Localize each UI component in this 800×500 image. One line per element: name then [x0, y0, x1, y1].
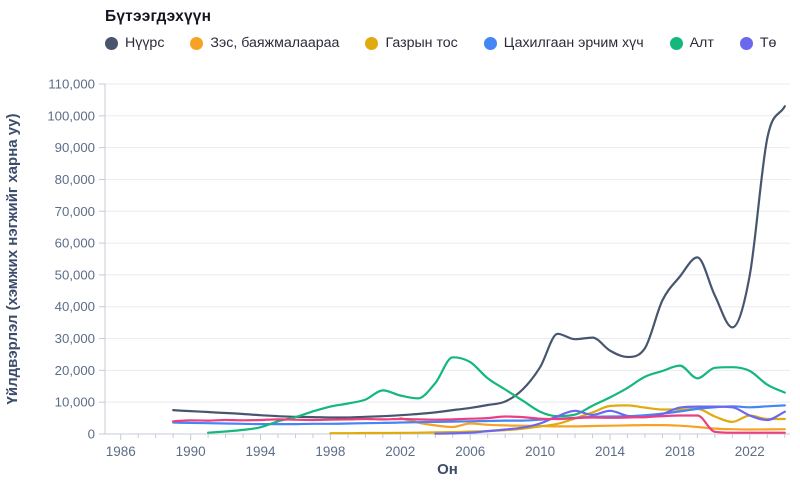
y-tick-label: 10,000 — [55, 395, 95, 410]
y-tick-label: 100,000 — [47, 108, 95, 123]
y-tick-label: 60,000 — [55, 236, 95, 251]
x-tick-label: 2018 — [665, 444, 695, 459]
legend-swatch-icon — [739, 36, 753, 50]
x-tick-label: 1998 — [315, 444, 345, 459]
legend-item[interactable]: Зэс, баяжмалаараа — [190, 35, 339, 51]
legend-swatch-icon — [105, 36, 118, 50]
series-line-5 — [434, 405, 786, 435]
series-line-3 — [172, 404, 786, 426]
series-line-0 — [172, 105, 786, 419]
legend-swatch-icon — [669, 36, 683, 50]
legend-swatch-icon — [190, 36, 204, 50]
y-tick-label: 30,000 — [55, 331, 95, 346]
x-axis-title: Он — [437, 461, 458, 478]
y-tick-label: 40,000 — [55, 299, 95, 314]
legend-swatch-icon — [483, 36, 497, 50]
x-tick-label: 2006 — [455, 444, 485, 459]
legend-swatch-icon — [365, 36, 379, 50]
legend-item-label: Алт — [689, 35, 714, 51]
y-tick-label: 90,000 — [55, 140, 95, 155]
y-tick-label: 20,000 — [55, 363, 95, 378]
legend-item-label: Газрын тос — [385, 35, 458, 51]
legend-item[interactable]: Цахилгаан эрчим хүч — [483, 35, 644, 51]
x-tick-label: 1986 — [106, 444, 136, 459]
y-tick-label: 0 — [88, 427, 95, 442]
legend-item-label: Нүүрс — [125, 35, 165, 51]
series-line-4 — [207, 356, 786, 434]
legend-item-label: Тө — [759, 35, 777, 51]
legend-item[interactable]: Газрын тос — [365, 35, 458, 51]
x-tick-label: 2014 — [595, 444, 626, 459]
legend-item-label: Цахилгаан эрчим хүч — [503, 35, 644, 51]
y-tick-label: 50,000 — [55, 267, 95, 282]
legend: Бүтээгдэхүүн Нүүрс Зэс, баяжмалаараа Газры… — [105, 8, 800, 51]
x-tick-label: 2010 — [525, 444, 555, 459]
y-axis-title: Үйлдвэрлэл (хэмжих нэгжийг харна уу) — [4, 113, 21, 405]
legend-item-label: Зэс, баяжмалаараа — [210, 35, 340, 51]
y-tick-label: 70,000 — [55, 204, 95, 219]
x-tick-label: 1994 — [245, 444, 276, 459]
legend-row: Нүүрс Зэс, баяжмалаараа Газрын тос Цахилгаа… — [105, 35, 800, 51]
legend-item[interactable]: Тө — [739, 35, 777, 51]
legend-item[interactable]: Алт — [669, 35, 714, 51]
y-tick-label: 80,000 — [55, 172, 95, 187]
x-tick-label: 1990 — [176, 444, 206, 459]
y-tick-label: 110,000 — [48, 77, 95, 92]
series-line-6 — [172, 414, 786, 434]
legend-item[interactable]: Нүүрс — [105, 35, 164, 51]
series-line-1 — [399, 417, 786, 431]
legend-title: Бүтээгдэхүүн — [105, 8, 212, 25]
x-tick-label: 2022 — [735, 444, 765, 459]
x-tick-label: 2002 — [385, 444, 415, 459]
series-line-2 — [329, 404, 786, 435]
